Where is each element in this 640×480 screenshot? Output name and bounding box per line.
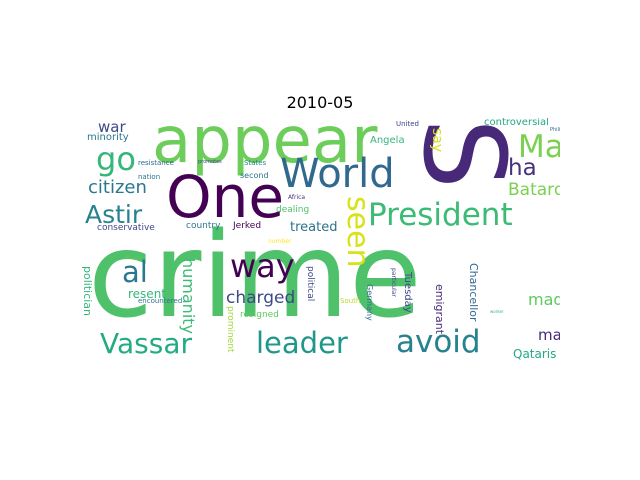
word-may: May xyxy=(518,129,560,165)
word-philippines: Philippines xyxy=(550,127,560,133)
word-qataris: Qataris xyxy=(513,347,557,361)
word-president: President xyxy=(368,197,513,233)
word-crime: crime xyxy=(88,206,422,344)
word-politician: politician xyxy=(81,266,94,317)
word-s: S xyxy=(398,118,528,190)
word-particular: particular xyxy=(390,268,397,297)
word-number: number xyxy=(268,238,292,245)
word-batard: Batard xyxy=(508,180,560,200)
word-treated: treated xyxy=(290,220,338,235)
chart-title: 2010-05 xyxy=(286,93,354,112)
word-promotes: promotes xyxy=(198,159,222,165)
word-second: second xyxy=(240,171,269,180)
word-conservative: conservative xyxy=(97,223,155,233)
word-abroad: abroad xyxy=(124,255,142,261)
word-avoid: avoid xyxy=(396,324,481,360)
word-jerked: Jerked xyxy=(233,221,262,231)
word-leader: leader xyxy=(256,326,348,360)
word-seen: seen xyxy=(340,196,375,268)
word-united: United xyxy=(396,120,419,128)
word-prominent: prominent xyxy=(225,306,235,353)
word-ha: ha xyxy=(508,155,537,181)
word-one: One xyxy=(166,163,285,231)
word-worker: worker xyxy=(490,309,504,314)
word-al: al xyxy=(122,255,148,289)
word-tuesday: Tuesday xyxy=(402,272,413,313)
word-south: South xyxy=(340,297,361,305)
word-africa: Africa xyxy=(288,194,306,201)
word-cloud: S crime appear One World May go Presiden… xyxy=(80,118,560,362)
word-resigned: resigned xyxy=(240,310,279,320)
word-dealing: dealing xyxy=(276,205,310,215)
word-go: go xyxy=(96,140,136,178)
word-states: States xyxy=(244,159,267,167)
word-resent: resent xyxy=(128,287,166,301)
word-resistance: resistance xyxy=(138,159,174,167)
word-world: World xyxy=(280,151,395,197)
word-citizen: citizen xyxy=(88,177,147,198)
word-germany: Germany xyxy=(365,284,374,321)
word-country: country xyxy=(186,221,221,231)
word-astir: Astir xyxy=(85,200,143,229)
word-controversial: controversial xyxy=(484,118,549,128)
word-way: way xyxy=(230,247,295,285)
word-political: political xyxy=(305,266,315,302)
word-appear: appear xyxy=(152,118,378,178)
word-say: say xyxy=(429,128,445,153)
word-made: made xyxy=(528,290,560,309)
word-many: many xyxy=(538,326,560,344)
word-angela: Angela xyxy=(370,135,405,146)
word-war: war xyxy=(98,118,126,136)
word-humanity: humanity xyxy=(179,258,198,334)
word-charged: charged xyxy=(226,288,296,308)
word-encountered: encountered xyxy=(138,297,183,305)
word-chancellor: Chancellor xyxy=(467,263,480,322)
word-emigrant: emigrant xyxy=(433,284,446,335)
word-vassar: Vassar xyxy=(100,327,192,360)
word-nation: nation xyxy=(138,173,161,181)
word-minority: minority xyxy=(87,132,129,143)
